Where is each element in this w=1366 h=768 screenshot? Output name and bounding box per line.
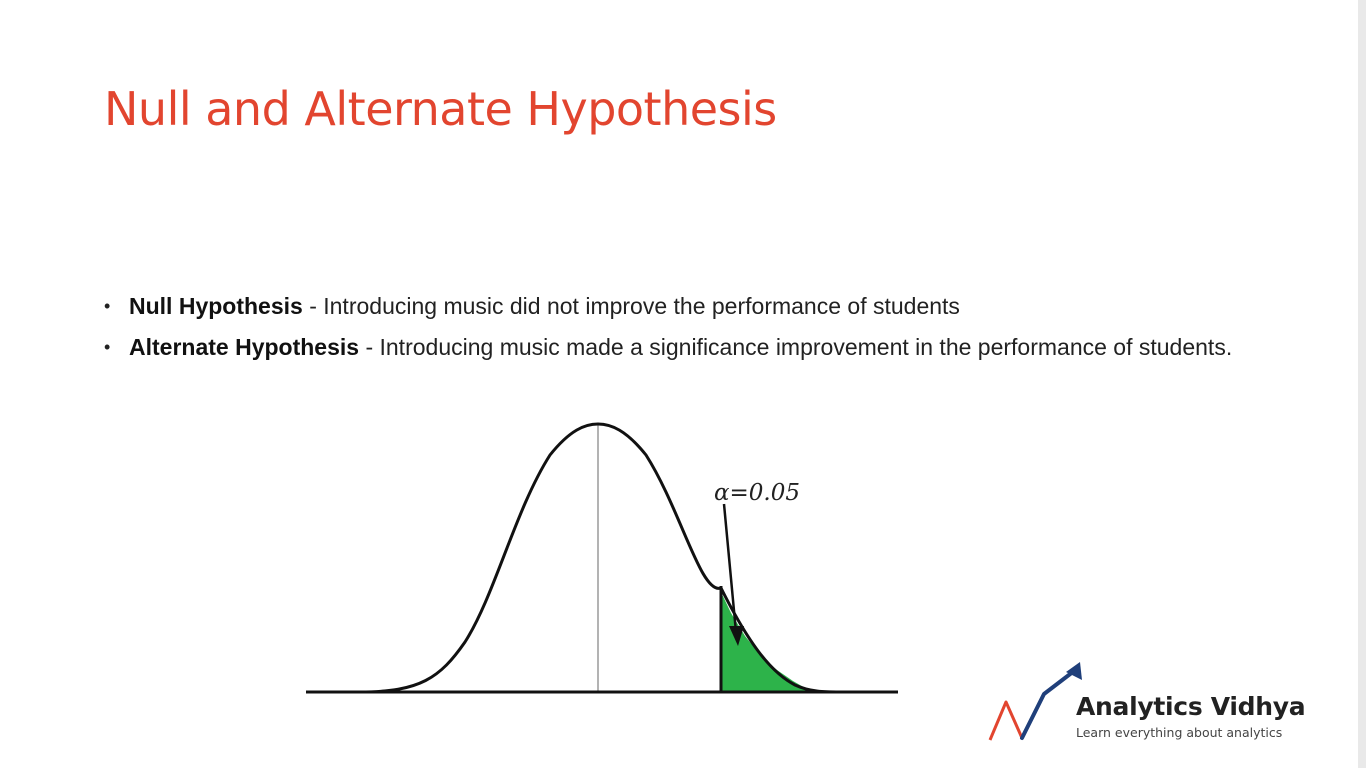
bullet-term: Null Hypothesis — [129, 293, 303, 319]
bullet-alternate-hypothesis: • Alternate Hypothesis - Introducing musi… — [104, 317, 1284, 378]
annotation-arrowhead — [729, 626, 744, 646]
annotation-arrow — [722, 503, 738, 633]
normal-distribution-diagram: α=0.05 — [306, 422, 898, 694]
logo-name: Analytics Vidhya — [1076, 692, 1306, 721]
window-edge — [1358, 0, 1366, 768]
bullet-marker: • — [104, 296, 111, 316]
slide-title: Null and Alternate Hypothesis — [104, 82, 777, 136]
logo-arrow-icon — [988, 662, 1082, 741]
alpha-label: α=0.05 — [714, 480, 800, 506]
bullet-term: Alternate Hypothesis — [129, 334, 360, 360]
bell-curve — [359, 422, 841, 694]
analytics-vidhya-logo: Analytics Vidhya Learn everything about … — [986, 660, 1336, 748]
bullet-null-hypothesis: • Null Hypothesis - Introducing music did… — [104, 276, 1284, 337]
bullet-text: - Introducing music did not improve the … — [302, 293, 960, 319]
rejection-region — [721, 585, 815, 692]
bullet-text: - Introducing music made a significance … — [359, 334, 1233, 360]
bullet-list: • Null Hypothesis - Introducing music did… — [104, 276, 1284, 378]
bullet-marker: • — [104, 337, 111, 357]
logo-tagline: Learn everything about analytics — [1076, 725, 1283, 740]
